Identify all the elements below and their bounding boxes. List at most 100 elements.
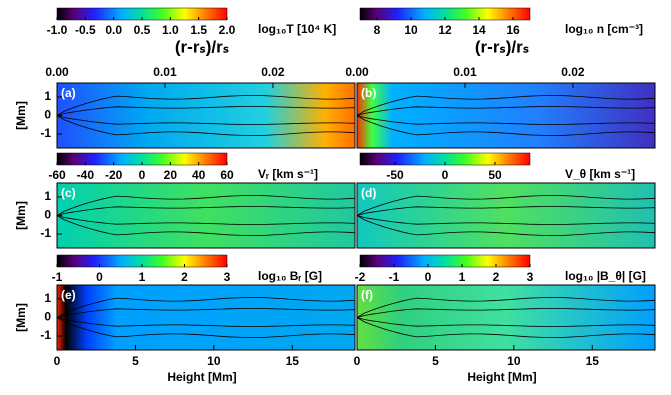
- field-line: [356, 115, 656, 136]
- field: [357, 285, 655, 350]
- field-line: [56, 317, 356, 338]
- x-tick-label: 5: [132, 354, 139, 368]
- x2-tick-label: 0.00: [345, 65, 369, 79]
- field-line: [356, 106, 656, 116]
- field-line: [56, 215, 356, 225]
- top-axis-title: (r-rₛ)/rₛ: [475, 37, 529, 56]
- field-line: [56, 206, 356, 216]
- colorbar-tick-label: 1.0: [162, 23, 179, 37]
- field-line: [356, 215, 656, 236]
- panel-label: (e): [61, 288, 76, 302]
- x2-tick-label: 0.02: [261, 65, 285, 79]
- colorbar-tick-label: 14: [472, 23, 486, 37]
- panel-label: (a): [61, 86, 76, 100]
- x-tick-label: 0: [354, 354, 361, 368]
- field-line: [56, 308, 356, 318]
- x2-tick-label: 0.00: [45, 65, 69, 79]
- y-tick-label: 0: [44, 310, 51, 324]
- colorbar-tick-label: 2: [181, 270, 188, 284]
- colorbar-tick-label: 10: [404, 23, 418, 37]
- field-line: [56, 297, 356, 318]
- colorbar-tick-label: 0: [425, 270, 432, 284]
- field-line: [56, 95, 356, 116]
- colorbar-tick-label: -1.0: [47, 23, 68, 37]
- field: [57, 83, 355, 148]
- colorbar-tick-label: 1: [459, 270, 466, 284]
- colorbar-tick-label: 0.5: [134, 23, 151, 37]
- colorbar-label: log₁₀ Bᵣ [G]: [258, 269, 322, 283]
- colorbar-tick-label: -40: [77, 168, 95, 182]
- colorbar-tick-label: 2: [493, 270, 500, 284]
- colorbar-tick-label: -60: [48, 168, 66, 182]
- colorbar-tick-label: -50: [386, 168, 404, 182]
- colorbar-tick-label: 50: [488, 168, 502, 182]
- x-axis-label: Height [Mm]: [467, 370, 536, 384]
- y-tick-label: -1: [40, 126, 51, 140]
- colorbar-tick-label: 2.0: [219, 23, 236, 37]
- colorbar-tick-label: 20: [164, 168, 178, 182]
- colorbar: [359, 254, 531, 268]
- field-line: [356, 95, 656, 116]
- colorbar-label: log₁₀ n [cm⁻³]: [565, 22, 643, 36]
- panel-label: (b): [361, 86, 376, 100]
- colorbar-tick-label: -20: [105, 168, 123, 182]
- field-line: [356, 215, 656, 225]
- field-line: [356, 317, 656, 327]
- x2-tick-label: 0.02: [561, 65, 585, 79]
- colorbar-label: log₁₀ |B_θ| [G]: [565, 269, 646, 283]
- x-tick-label: 0: [54, 354, 61, 368]
- colorbar-tick-label: -2: [355, 270, 366, 284]
- y-tick-label: 1: [44, 291, 51, 305]
- frame: [356, 182, 656, 249]
- colorbar-tick-label: -1: [389, 270, 400, 284]
- y-tick-label: 0: [44, 108, 51, 122]
- y-tick-label: -1: [40, 328, 51, 342]
- field-line: [56, 106, 356, 116]
- colorbar-tick-label: 1.5: [190, 23, 207, 37]
- colorbar-tick-label: 0.0: [105, 23, 122, 37]
- panel-label: (c): [61, 186, 76, 200]
- field-line: [56, 215, 356, 236]
- panel-label: (f): [361, 288, 373, 302]
- field-line: [56, 115, 356, 136]
- y-axis-label: [Mm]: [14, 101, 28, 130]
- y-axis-label: [Mm]: [14, 201, 28, 230]
- y-axis-label: [Mm]: [14, 303, 28, 332]
- colorbar-label: log₁₀T [10⁴ K]: [258, 22, 336, 36]
- field-line: [356, 195, 656, 216]
- field-line: [356, 308, 656, 318]
- y-tick-label: 1: [44, 189, 51, 203]
- field-line: [356, 317, 656, 338]
- colorbar-label: Vᵣ [km s⁻¹]: [258, 167, 318, 181]
- x-tick-label: 15: [586, 354, 600, 368]
- colorbar-tick-label: 0: [442, 168, 449, 182]
- colorbar-tick-label: 60: [220, 168, 234, 182]
- y-tick-label: -1: [40, 226, 51, 240]
- x2-tick-label: 0.01: [453, 65, 477, 79]
- colorbar-tick-label: 12: [438, 23, 452, 37]
- colorbar-tick-label: 0: [96, 270, 103, 284]
- field-line: [356, 297, 656, 318]
- x2-tick-label: 0.01: [153, 65, 177, 79]
- colorbar-tick-label: 3: [224, 270, 231, 284]
- field: [357, 183, 655, 248]
- colorbar-tick-label: -0.5: [75, 23, 96, 37]
- frame: [356, 82, 656, 149]
- colorbar-tick-label: 16: [506, 23, 520, 37]
- x-tick-label: 10: [507, 354, 521, 368]
- colorbar-label: V_θ [km s⁻¹]: [565, 167, 635, 181]
- y-tick-label: 0: [44, 208, 51, 222]
- field-line: [56, 195, 356, 216]
- field-line: [356, 206, 656, 216]
- colorbar-tick-label: 0: [139, 168, 146, 182]
- x-axis-label: Height [Mm]: [167, 370, 236, 384]
- top-axis-title: (r-rₛ)/rₛ: [175, 37, 229, 56]
- field-line: [56, 317, 356, 327]
- field: [357, 83, 655, 148]
- colorbar-tick-label: 8: [374, 23, 381, 37]
- x-tick-label: 10: [207, 354, 221, 368]
- x-tick-label: 5: [432, 354, 439, 368]
- field: [57, 183, 355, 248]
- panel-label: (d): [361, 186, 376, 200]
